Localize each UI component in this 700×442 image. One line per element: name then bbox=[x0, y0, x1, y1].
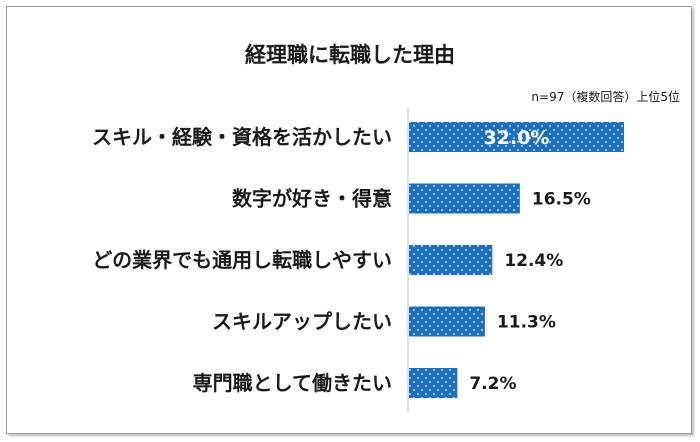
category-label: どの業界でも通用し転職しやすい bbox=[92, 248, 392, 272]
value-label: 11.3% bbox=[497, 313, 556, 333]
bar bbox=[409, 368, 458, 398]
value-label: 32.0% bbox=[484, 127, 550, 149]
category-label: スキルアップしたい bbox=[212, 310, 392, 334]
value-label: 7.2% bbox=[469, 374, 516, 394]
sample-note: n=97（複数回答）上位5位 bbox=[531, 89, 680, 104]
bar bbox=[409, 122, 624, 152]
chart-frame bbox=[6, 6, 692, 434]
bar bbox=[409, 245, 493, 275]
value-label: 16.5% bbox=[532, 190, 591, 210]
bar bbox=[409, 183, 520, 214]
category-label: 数字が好き・得意 bbox=[232, 187, 392, 211]
chart-title: 経理職に転職した理由 bbox=[245, 43, 455, 67]
bar-group: スキル・経験・資格を活かしたい 32.0% 数字が好き・得意 16.5% どの業界でも通… bbox=[92, 122, 624, 398]
bar bbox=[409, 306, 485, 337]
category-label: 専門職として働きたい bbox=[193, 371, 392, 395]
category-label: スキル・経験・資格を活かしたい bbox=[92, 125, 392, 149]
value-label: 12.4% bbox=[504, 251, 563, 271]
